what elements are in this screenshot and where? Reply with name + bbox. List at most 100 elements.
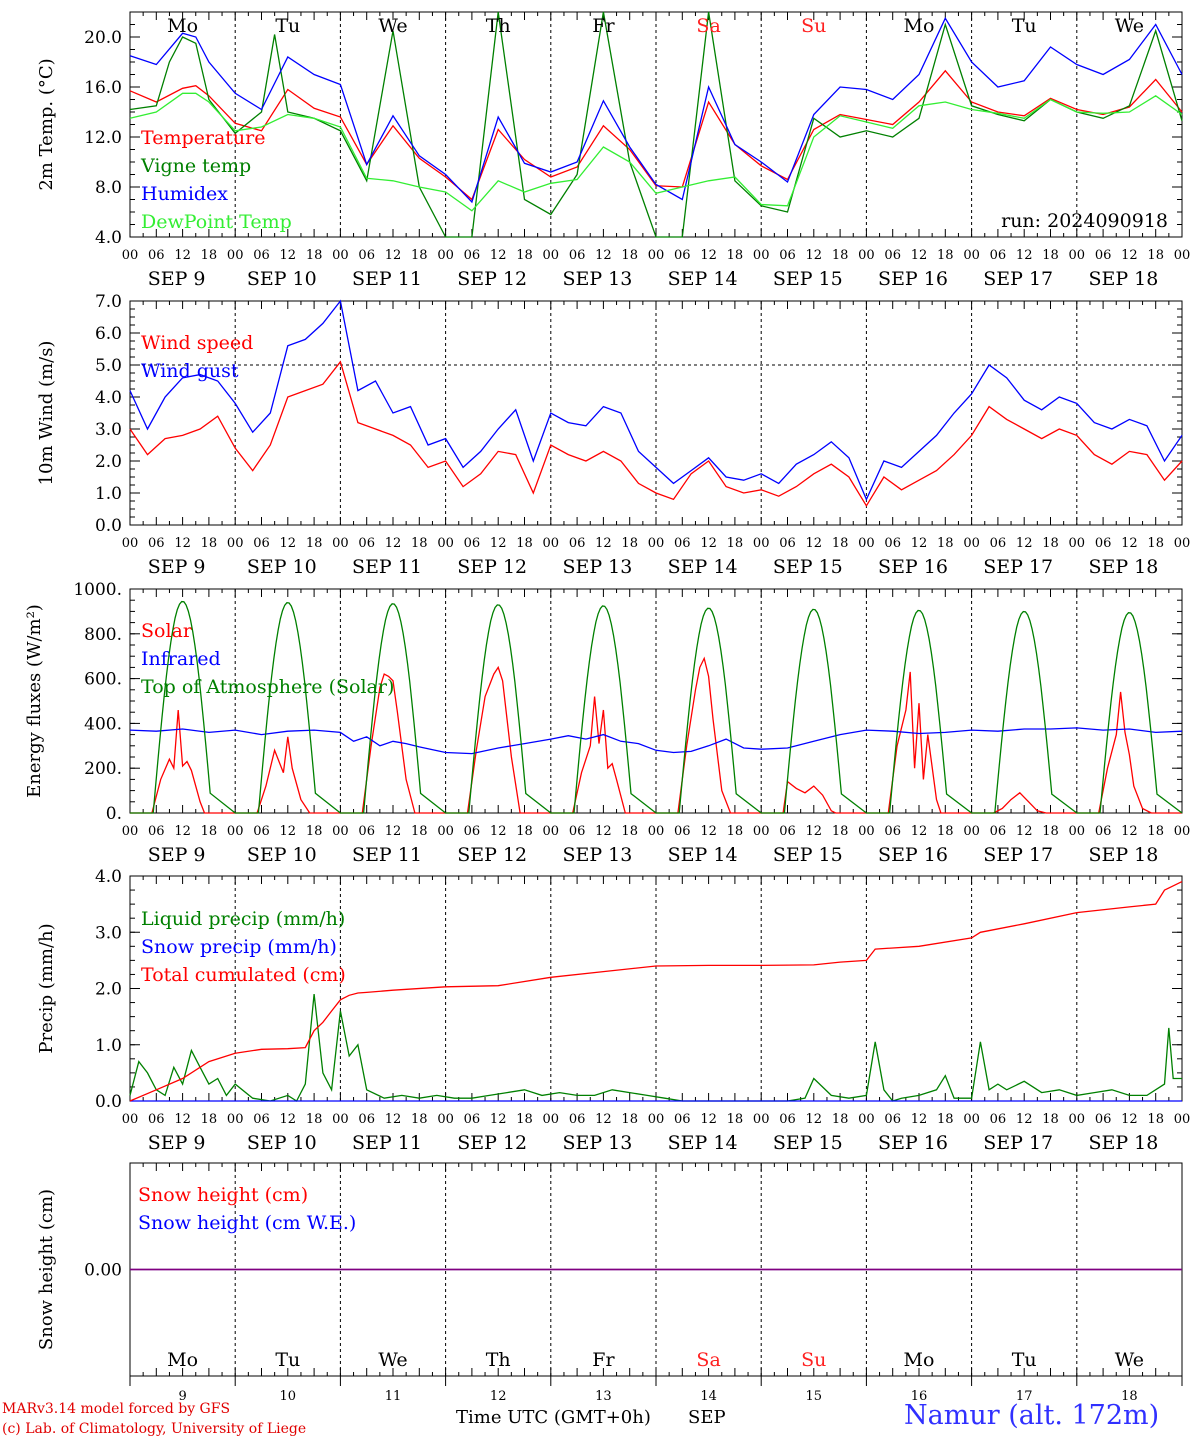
hour-tick-label: 06	[884, 248, 901, 263]
weekday-label-bottom: Mo	[904, 1349, 935, 1371]
hour-tick-label: 00	[122, 824, 139, 839]
y-tick-label: 0.0	[95, 1092, 122, 1112]
hour-tick-label: 12	[174, 248, 191, 263]
hour-tick-label: 06	[253, 536, 270, 551]
panel-frame	[129, 300, 1183, 526]
day-label: SEP 11	[352, 556, 422, 578]
hour-tick-label: 18	[727, 824, 744, 839]
y-tick-label: 200.	[84, 759, 122, 779]
hour-tick-label: 00	[1069, 824, 1086, 839]
hour-tick-label: 12	[1016, 536, 1033, 551]
hour-tick-label: 00	[858, 536, 875, 551]
hour-tick-label: 18	[516, 1112, 533, 1127]
hour-tick-label: 12	[1121, 248, 1138, 263]
hour-tick-label: 06	[779, 248, 796, 263]
series-line-infrared	[129, 727, 1183, 755]
hour-tick-label: 00	[122, 536, 139, 551]
series-line-top-of-atmosphere-solar-	[130, 600, 1183, 814]
day-number-label: 15	[806, 1389, 823, 1404]
hour-tick-label: 18	[201, 1112, 218, 1127]
hour-tick-label: 00	[753, 824, 770, 839]
day-label: SEP 14	[668, 844, 738, 866]
hour-tick-label: 06	[569, 536, 586, 551]
hour-tick-label: 18	[621, 248, 638, 263]
day-number-label: 9	[178, 1389, 186, 1404]
hour-tick-label: 06	[884, 536, 901, 551]
day-label: SEP 14	[668, 556, 738, 578]
legend-label: Wind speed	[141, 332, 253, 354]
day-label: SEP 16	[878, 1132, 948, 1154]
day-label: SEP 18	[1088, 556, 1158, 578]
panel-frame	[129, 11, 1183, 238]
weekday-label-bottom: Su	[801, 1349, 826, 1371]
hour-tick-label: 00	[648, 248, 665, 263]
hour-tick-label: 18	[621, 536, 638, 551]
y-tick-label: 1.0	[95, 484, 122, 504]
run-label: run: 2024090918	[1001, 210, 1168, 232]
hour-tick-label: 18	[306, 536, 323, 551]
hour-tick-label: 00	[437, 248, 454, 263]
series-line-solar	[130, 656, 1182, 814]
hour-tick-label: 06	[148, 1112, 165, 1127]
hour-tick-label: 00	[122, 248, 139, 263]
hour-tick-label: 00	[858, 1112, 875, 1127]
hour-tick-label: 06	[253, 824, 270, 839]
hour-tick-label: 06	[674, 824, 691, 839]
hour-tick-label: 12	[911, 536, 928, 551]
hour-tick-label: 00	[437, 824, 454, 839]
hour-tick-label: 12	[911, 248, 928, 263]
day-label: SEP 17	[983, 1132, 1053, 1154]
day-label: SEP 10	[247, 268, 317, 290]
hour-tick-label: 12	[911, 824, 928, 839]
hour-tick-label: 18	[621, 1112, 638, 1127]
day-number-label: 12	[490, 1389, 507, 1404]
hour-tick-label: 18	[727, 1112, 744, 1127]
legend-label: Total cumulated (cm)	[141, 964, 346, 986]
hour-tick-label: 00	[332, 824, 349, 839]
hour-tick-label: 00	[437, 536, 454, 551]
hour-tick-label: 06	[674, 248, 691, 263]
hour-tick-label: 00	[1069, 248, 1086, 263]
hour-tick-label: 00	[543, 824, 560, 839]
hour-tick-label: 18	[727, 536, 744, 551]
hour-tick-label: 06	[464, 1112, 481, 1127]
series-line-humidex	[129, 16, 1183, 204]
hour-tick-label: 12	[385, 1112, 402, 1127]
hour-tick-label: 12	[806, 824, 823, 839]
y-axis-label: Snow height (cm)	[36, 1189, 57, 1350]
day-label: SEP 9	[148, 1132, 206, 1154]
hour-tick-label: 06	[569, 1112, 586, 1127]
hour-tick-label: 00	[1174, 824, 1191, 839]
hour-tick-label: 00	[332, 1112, 349, 1127]
hour-tick-label: 00	[963, 824, 980, 839]
credit-model: MARv3.14 model forced by GFS	[2, 1401, 231, 1417]
day-label: SEP 12	[457, 556, 527, 578]
hour-tick-label: 06	[358, 248, 375, 263]
hour-tick-label: 00	[858, 824, 875, 839]
weekday-label-top: We	[1115, 15, 1144, 37]
series-line-vigne-temp	[129, 11, 1183, 238]
day-number-label: 16	[911, 1389, 928, 1404]
hour-tick-label: 12	[174, 1112, 191, 1127]
hour-tick-label: 18	[306, 1112, 323, 1127]
series-line-temperature	[129, 69, 1183, 201]
hour-tick-label: 06	[1095, 536, 1112, 551]
hour-tick-label: 18	[411, 536, 428, 551]
hour-tick-label: 00	[648, 536, 665, 551]
hour-tick-label: 00	[753, 248, 770, 263]
hour-tick-label: 18	[1042, 1112, 1059, 1127]
hour-tick-label: 12	[280, 536, 297, 551]
y-tick-label: 2.0	[95, 452, 122, 472]
day-label: SEP 18	[1088, 844, 1158, 866]
legend-label: Wind gust	[141, 360, 239, 382]
hour-tick-label: 06	[990, 248, 1007, 263]
weekday-label-top: Mo	[904, 15, 935, 37]
weekday-label-bottom: Th	[486, 1349, 511, 1371]
legend-label: Top of Atmosphere (Solar)	[141, 676, 394, 698]
hour-tick-label: 06	[884, 1112, 901, 1127]
legend-label: Humidex	[141, 183, 228, 205]
weekday-label-bottom: We	[1115, 1349, 1144, 1371]
hour-tick-label: 00	[753, 536, 770, 551]
weekday-label-top: Sa	[696, 15, 720, 37]
